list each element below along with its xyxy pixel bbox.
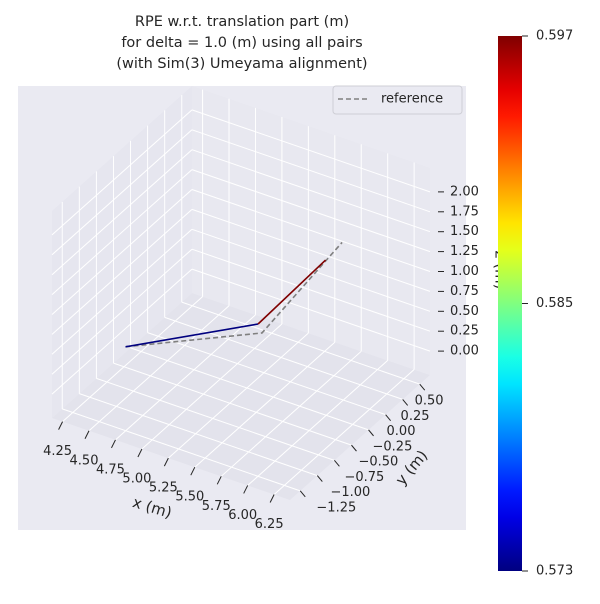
chart-title: for delta = 1.0 (m) using all pairs [121,35,362,51]
y-tick [385,414,391,421]
grid-line [88,305,230,432]
x-tick-label: 6.25 [255,517,284,532]
y-tick-label: −0.25 [373,439,413,454]
grid-line [62,408,301,492]
grid-line [51,248,193,375]
z-tick-label: 2.00 [450,184,479,199]
grid-line [141,323,283,450]
z-tick-label: 0.00 [450,344,479,359]
grid-line [51,189,193,315]
grid-line [191,169,431,253]
x-tick-label: 5.00 [122,471,151,486]
z-tick-label: 0.50 [450,304,479,319]
grid-line [130,347,369,431]
z-tick-label: 1.50 [450,224,479,239]
chart-title: (with Sim(3) Umeyama alignment) [116,56,367,72]
grid-line [191,248,431,332]
y-tick [368,429,374,437]
grid-line [51,209,193,335]
z-tick-label: 0.25 [450,324,479,339]
grid-line [191,189,431,272]
grid-line [191,149,431,233]
grid-line [51,129,193,256]
x-tick [243,485,249,494]
y-tick-label: 0.25 [401,409,430,424]
x-tick [137,448,143,458]
y-tick [334,460,340,467]
grid-line [96,377,335,461]
legend-box [332,85,463,115]
x-tick-label: 5.50 [175,490,204,505]
y-tick [402,399,409,406]
grid-line [62,296,203,423]
x-tick-label: 4.50 [70,453,99,468]
grid-line [220,350,362,477]
z-tick-label: 1.75 [450,204,479,219]
x-tick [84,430,90,439]
x-tick-label: 4.75 [96,462,125,477]
z-tick-label: 0.75 [450,284,479,299]
x-tick [58,421,64,430]
trajectory-segment [257,259,327,325]
grid-line [273,369,415,495]
chart-title: RPE w.r.t. translation part (m) [135,14,349,30]
pane-floor [52,293,430,500]
grid-line [181,301,420,385]
grid-line [51,268,193,395]
grid-line [51,149,193,276]
legend-label: reference [381,92,443,107]
y-tick-label: −0.50 [358,455,398,470]
y-tick-label: −1.00 [330,485,370,500]
legend: reference [332,85,463,115]
y-tick [316,475,323,482]
z-tick-label: 1.25 [450,244,479,259]
x-tick [163,457,169,467]
grid-line [168,332,309,459]
grid-line [147,332,386,416]
colorbar-tick-label: 0.585 [536,296,573,311]
grid-line [113,362,352,446]
y-tick-label: −0.75 [344,470,384,485]
y-tick [299,490,306,498]
x-tick [111,439,116,449]
grid-line [191,268,431,352]
grid-line [194,341,336,468]
grid-line [51,109,193,236]
x-tick [190,466,196,476]
grid-line [247,360,389,486]
colorbar-tick-label: 0.597 [536,29,573,44]
y-tick-label: 0.50 [415,394,444,409]
x-tick [269,494,275,503]
z-tick-label: 1.00 [450,264,479,279]
grid-line [191,129,431,213]
y-tick [351,444,357,452]
x-tick [216,476,222,485]
y-tick [419,383,426,391]
grid-line [79,393,318,477]
reference-line [125,241,343,348]
colorbar-tick-label: 0.573 [536,564,573,579]
grid-line [191,109,431,193]
grid-line [164,316,403,400]
x-tick-label: 6.00 [228,508,257,523]
x-tick-label: 5.25 [149,481,178,496]
trajectory-segment [125,323,259,348]
x-tick-label: 4.25 [43,444,72,459]
grid-line [191,208,431,292]
y-tick-label: 0.00 [387,424,416,439]
y-tick-label: −1.25 [316,500,356,515]
grid-line [191,228,431,312]
grid-line [51,228,193,355]
grid-line [51,169,193,295]
x-tick-label: 5.75 [202,499,231,514]
colorbar [498,36,522,571]
